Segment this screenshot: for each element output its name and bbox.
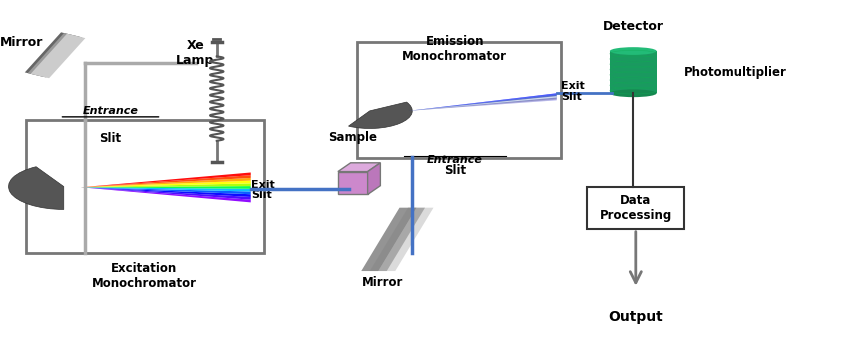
Text: Output: Output	[609, 310, 663, 324]
Polygon shape	[81, 172, 251, 187]
Polygon shape	[81, 187, 251, 191]
FancyBboxPatch shape	[26, 120, 264, 253]
Text: Slit: Slit	[444, 164, 466, 177]
Polygon shape	[408, 98, 557, 111]
Text: Entrance: Entrance	[427, 155, 483, 165]
Text: Photomultiplier: Photomultiplier	[684, 66, 787, 78]
Polygon shape	[81, 187, 251, 197]
Polygon shape	[408, 99, 557, 111]
Wedge shape	[8, 167, 64, 209]
Polygon shape	[81, 181, 251, 187]
Text: Slit: Slit	[561, 92, 581, 102]
Polygon shape	[81, 186, 251, 189]
Polygon shape	[378, 208, 434, 271]
Ellipse shape	[609, 47, 656, 55]
Polygon shape	[408, 96, 557, 111]
Polygon shape	[408, 93, 557, 111]
Polygon shape	[81, 175, 251, 187]
Text: Mirror: Mirror	[362, 276, 403, 289]
Polygon shape	[81, 187, 251, 202]
Text: Exit: Exit	[561, 81, 585, 91]
Polygon shape	[408, 97, 557, 111]
FancyBboxPatch shape	[586, 187, 684, 229]
Polygon shape	[408, 95, 557, 111]
Wedge shape	[348, 102, 412, 128]
Polygon shape	[81, 187, 251, 200]
Text: Data
Processing: Data Processing	[599, 194, 672, 222]
Text: Mirror: Mirror	[0, 36, 43, 49]
FancyBboxPatch shape	[609, 51, 657, 93]
Text: Sample: Sample	[328, 131, 377, 144]
Polygon shape	[408, 100, 557, 111]
Text: Emission
Monochromator: Emission Monochromator	[402, 35, 507, 63]
Ellipse shape	[609, 89, 656, 97]
Text: Entrance: Entrance	[82, 106, 139, 116]
Polygon shape	[81, 183, 251, 187]
Polygon shape	[361, 208, 416, 271]
Text: Excitation
Monochromator: Excitation Monochromator	[92, 262, 197, 290]
Polygon shape	[408, 94, 557, 111]
Polygon shape	[408, 96, 557, 111]
FancyBboxPatch shape	[337, 172, 367, 194]
Polygon shape	[31, 34, 85, 78]
Polygon shape	[370, 208, 425, 271]
Polygon shape	[81, 178, 251, 187]
Polygon shape	[367, 163, 380, 194]
FancyBboxPatch shape	[357, 42, 561, 158]
Text: Slit: Slit	[251, 190, 271, 200]
Text: Slit: Slit	[99, 132, 122, 145]
Polygon shape	[25, 32, 80, 77]
Polygon shape	[408, 99, 557, 111]
Polygon shape	[408, 95, 557, 111]
Text: Exit: Exit	[251, 180, 275, 190]
Polygon shape	[28, 33, 82, 77]
Polygon shape	[337, 163, 380, 172]
Text: Xe
Lamp: Xe Lamp	[176, 39, 215, 67]
Polygon shape	[81, 187, 251, 194]
Polygon shape	[408, 96, 557, 111]
Text: Detector: Detector	[603, 20, 664, 33]
